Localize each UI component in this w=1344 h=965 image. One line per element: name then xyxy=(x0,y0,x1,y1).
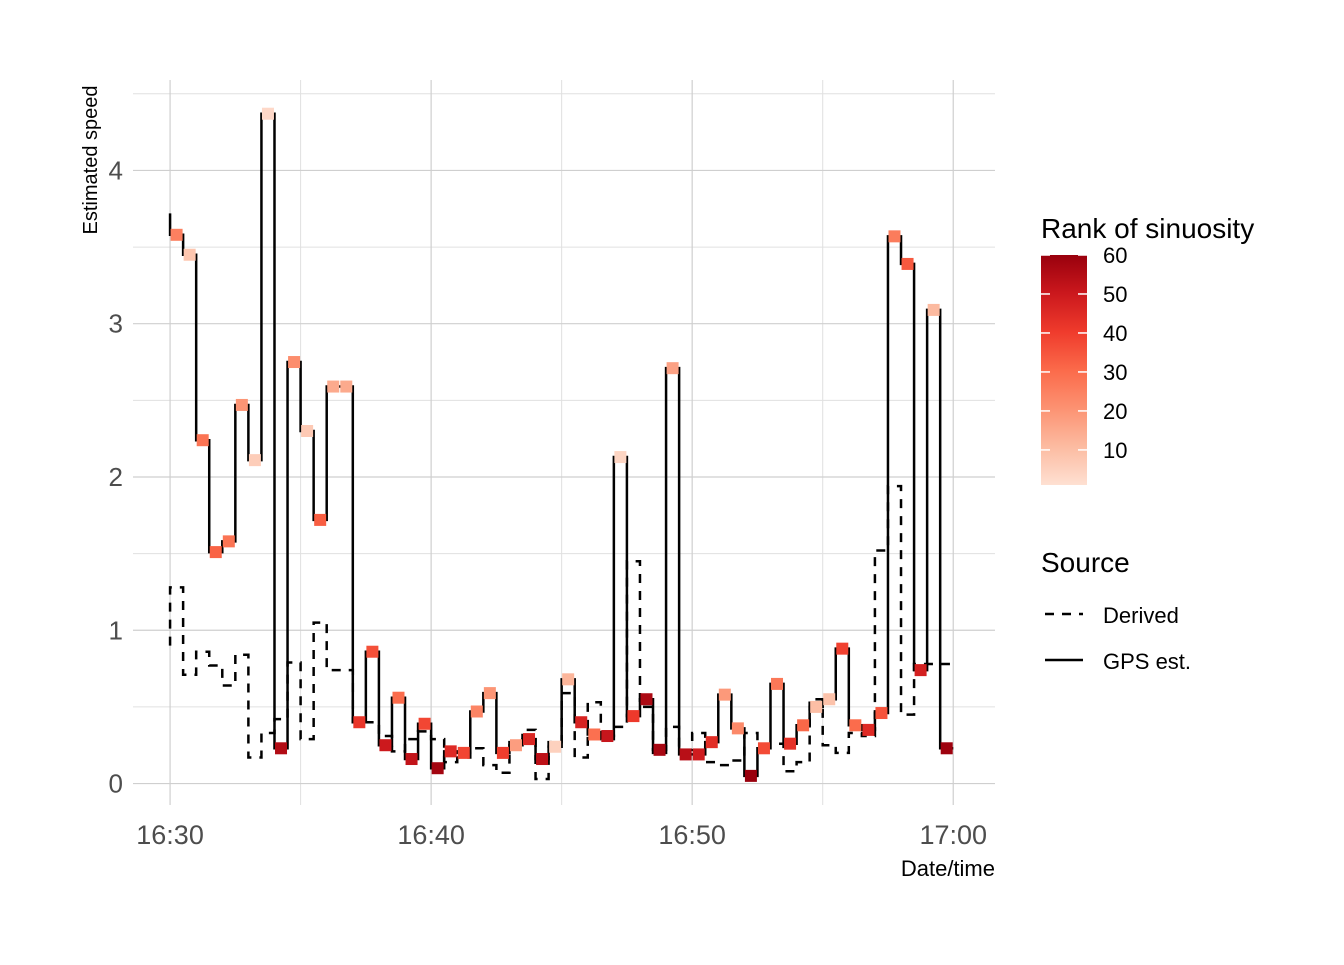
gps-point xyxy=(457,746,470,759)
colorbar-tick-label: 30 xyxy=(1103,360,1127,385)
colorbar-tick-label: 60 xyxy=(1103,243,1127,268)
gps-point xyxy=(379,739,392,752)
gps-point xyxy=(653,743,666,756)
gps-point xyxy=(523,733,536,746)
gps-point xyxy=(692,748,705,761)
y-tick-label: 0 xyxy=(109,769,123,799)
gps-point xyxy=(222,535,235,548)
gps-point xyxy=(757,742,770,755)
colorbar-tick-label: 40 xyxy=(1103,321,1127,346)
grid xyxy=(133,80,995,805)
gps-point xyxy=(914,664,927,677)
gps-point xyxy=(797,719,810,732)
gps-point xyxy=(588,728,601,741)
color-legend-title: Rank of sinuosity xyxy=(1041,213,1254,244)
x-axis-title: Date/time xyxy=(901,856,995,881)
colorbar-tick-label: 50 xyxy=(1103,282,1127,307)
y-tick-label: 2 xyxy=(109,462,123,492)
gps-point xyxy=(784,737,797,750)
legend-gps-label: GPS est. xyxy=(1103,649,1191,674)
gps-point xyxy=(196,434,209,447)
gps-point xyxy=(875,707,888,720)
legend-derived-label: Derived xyxy=(1103,603,1179,628)
gps-point xyxy=(353,716,366,729)
gps-point xyxy=(614,451,627,464)
gps-point xyxy=(705,736,718,749)
gps-point xyxy=(627,710,640,723)
gps-point xyxy=(392,691,405,704)
gps-point xyxy=(183,248,196,261)
y-tick-label: 3 xyxy=(109,309,123,339)
gps-point xyxy=(744,769,757,782)
gps-point xyxy=(496,746,509,759)
gps-point xyxy=(235,398,248,411)
gps-point xyxy=(731,722,744,735)
gps-point xyxy=(927,303,940,316)
x-tick-label: 16:40 xyxy=(397,820,465,850)
gps-point xyxy=(418,717,431,730)
gps-point xyxy=(849,719,862,732)
gps-point xyxy=(679,748,692,761)
gps-point xyxy=(940,742,953,755)
gps-point xyxy=(301,425,314,438)
gps-point xyxy=(810,700,823,713)
gps-point xyxy=(340,380,353,393)
gps-point xyxy=(405,753,418,766)
gps-point xyxy=(536,753,549,766)
gps-point xyxy=(431,762,444,775)
gps-point xyxy=(823,693,836,706)
gps-point xyxy=(509,739,522,752)
gps-point xyxy=(261,107,274,120)
gps-point xyxy=(575,716,588,729)
gps-point xyxy=(901,257,914,270)
y-tick-label: 4 xyxy=(109,155,123,185)
gps-point xyxy=(666,362,679,375)
gps-point xyxy=(444,745,457,758)
gps-point xyxy=(209,546,222,559)
gps-point xyxy=(836,642,849,655)
gps-point xyxy=(483,687,496,700)
gps-point xyxy=(562,673,575,686)
gps-point xyxy=(248,454,261,467)
gps-point xyxy=(640,693,653,706)
legend: Rank of sinuosity 10 20 30 40 50 60 Source De… xyxy=(1041,213,1254,674)
colorbar-tick-label: 20 xyxy=(1103,399,1127,424)
linetype-legend-title: Source xyxy=(1041,547,1130,578)
derived-line xyxy=(168,484,954,781)
gps-point xyxy=(288,356,301,369)
gps-point xyxy=(470,705,483,718)
gps-point xyxy=(366,645,379,658)
x-tick-label: 16:30 xyxy=(136,820,204,850)
gps-point xyxy=(718,688,731,701)
points xyxy=(170,107,953,782)
x-tick-label: 17:00 xyxy=(919,820,987,850)
gps-point xyxy=(314,513,327,526)
gps-point xyxy=(327,380,340,393)
gps-point xyxy=(601,730,614,743)
gps-point xyxy=(862,723,875,736)
gps-point xyxy=(771,677,784,690)
axes: 0 1 2 3 4 16:30 16:40 16:50 17:00 xyxy=(109,155,987,850)
y-axis-title: Estimated speed xyxy=(80,86,102,235)
gps-point xyxy=(275,742,288,755)
colorbar-tick-label: 10 xyxy=(1103,438,1127,463)
gps-point xyxy=(549,740,562,753)
x-tick-label: 16:50 xyxy=(658,820,726,850)
gps-point xyxy=(170,228,183,241)
gps-point xyxy=(888,230,901,243)
y-tick-label: 1 xyxy=(109,615,123,645)
